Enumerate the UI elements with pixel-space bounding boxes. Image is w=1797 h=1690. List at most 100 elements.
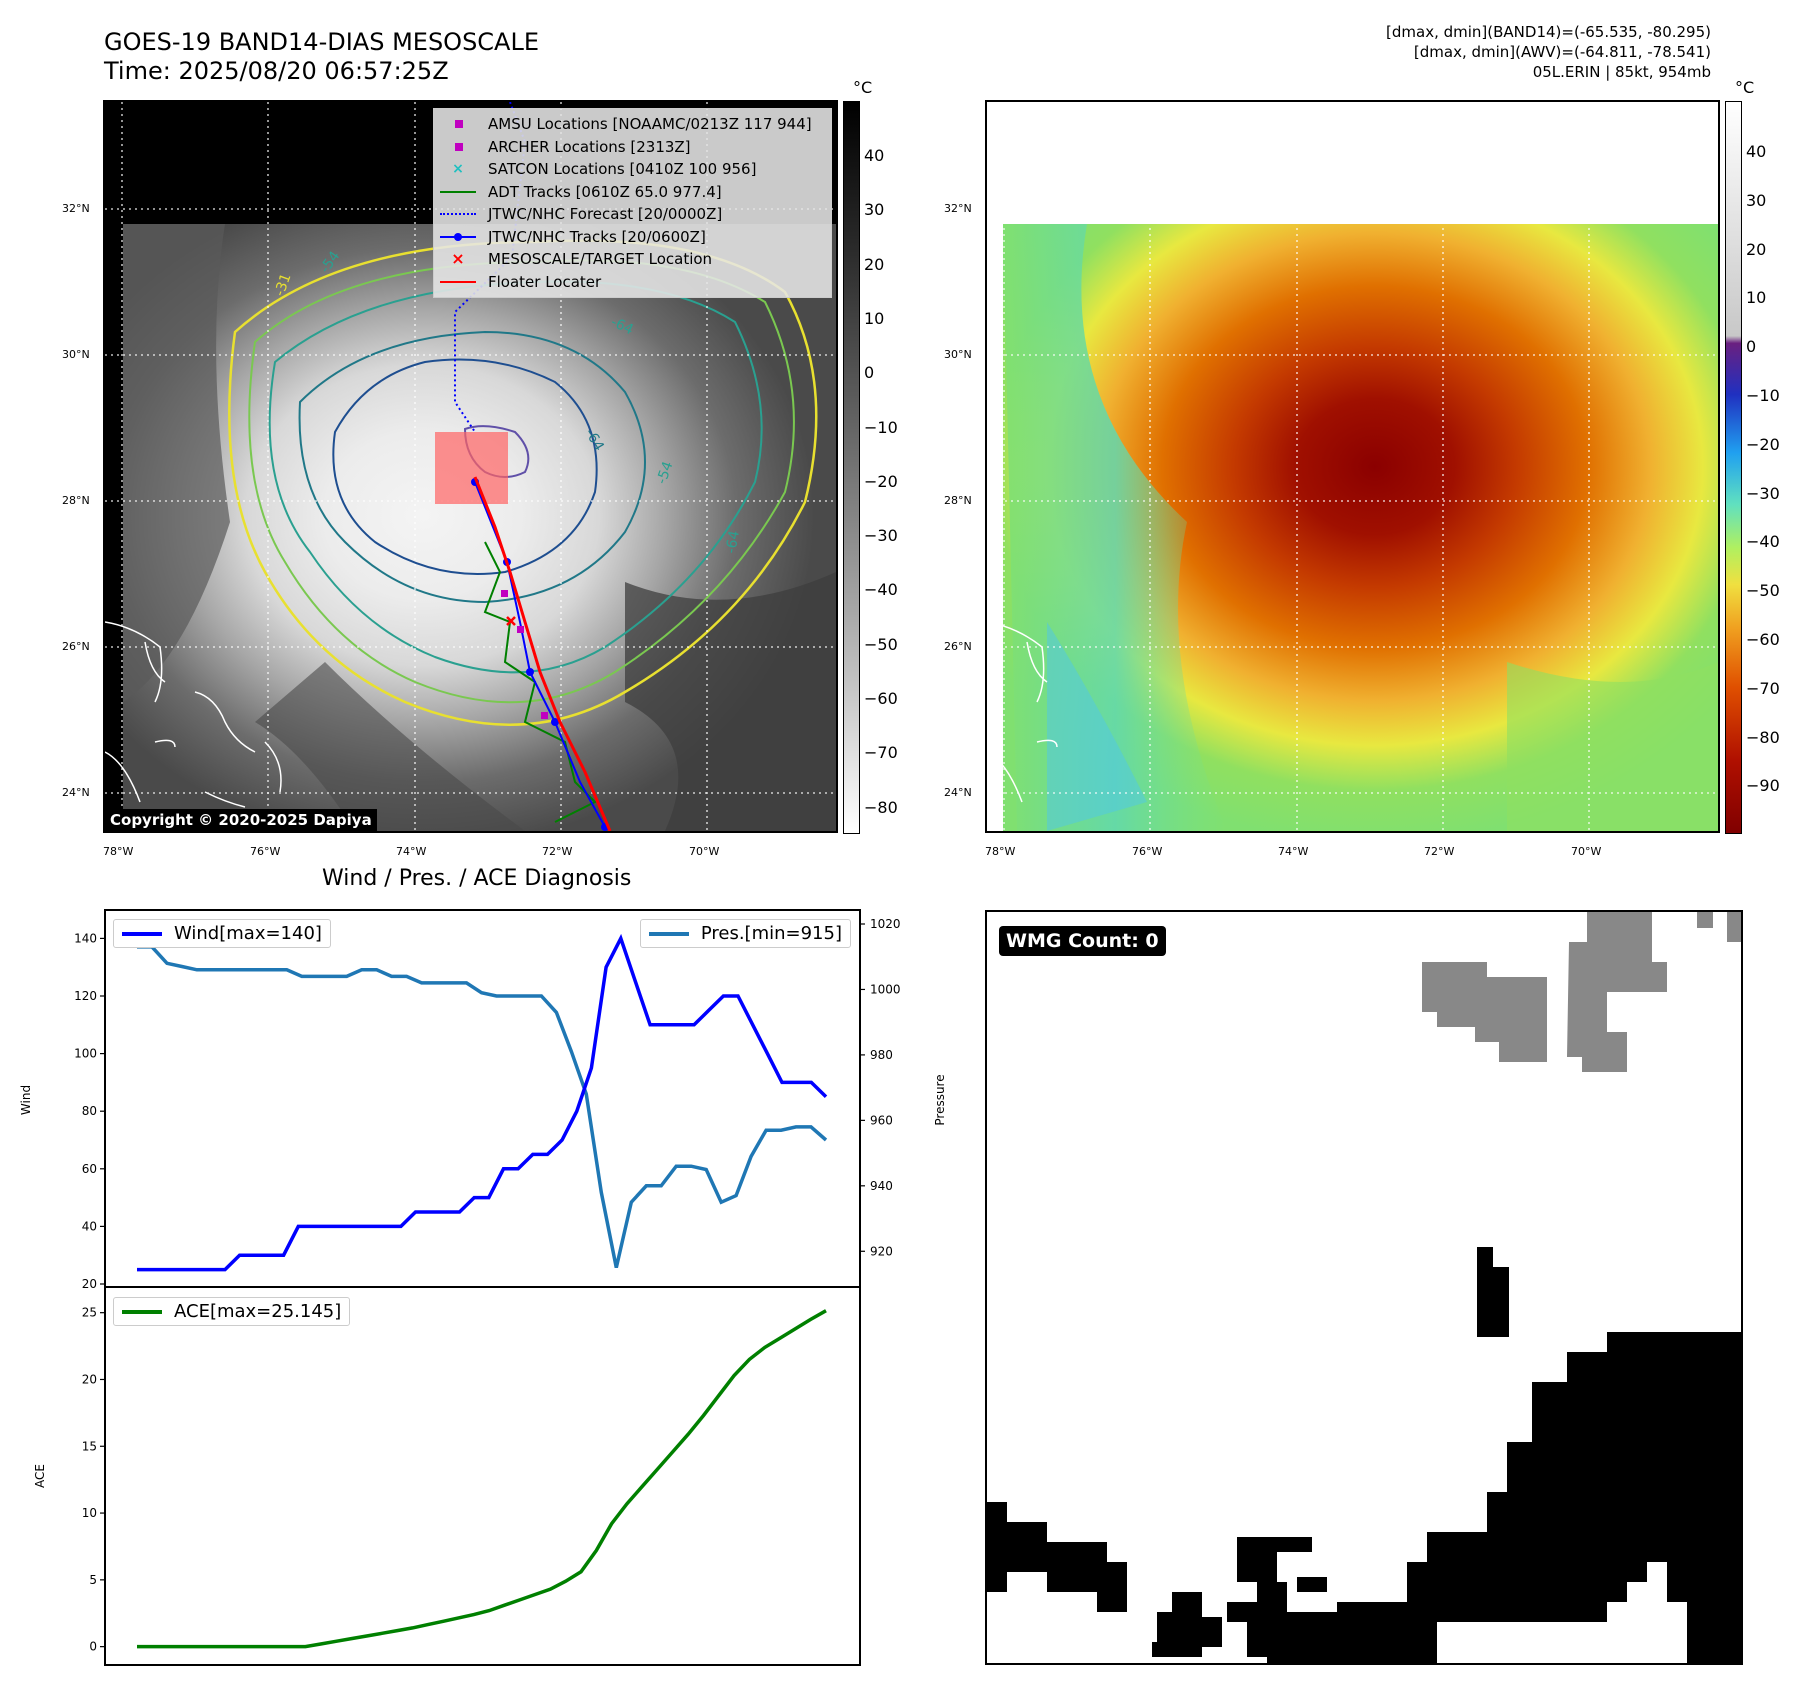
colorbar-tick-label: −50 xyxy=(1746,581,1780,601)
lon-label: 76°W xyxy=(1132,845,1163,858)
colorbar-tick-label: −20 xyxy=(1746,434,1780,454)
lon-label: 72°W xyxy=(1424,845,1455,858)
lat-label: 32°N xyxy=(62,202,90,215)
legend-marker-line xyxy=(440,185,476,199)
legend-item-satcon: × SATCON Locations [0410Z 100 956] xyxy=(440,158,825,181)
lat-label: 30°N xyxy=(62,348,90,361)
wind-tick-label: 100 xyxy=(74,1047,97,1061)
lon-label: 78°W xyxy=(985,845,1016,858)
colorbar-tick-label: −70 xyxy=(1746,678,1780,698)
pressure-tick-label: 1000 xyxy=(870,983,901,997)
floater-box xyxy=(435,432,508,504)
colorbar-tick-label: −10 xyxy=(1746,386,1780,405)
colorbar-tick-label: −40 xyxy=(864,580,898,600)
wind-legend: Wind[max=140] xyxy=(113,919,331,948)
lon-label: 74°W xyxy=(1278,845,1309,858)
colorbar-left xyxy=(843,101,860,834)
legend-marker-line xyxy=(440,275,476,289)
legend-marker-redx: × xyxy=(451,249,465,269)
wind-axis-label: Wind xyxy=(19,1085,33,1115)
legend-item-amsu: AMSU Locations [NOAAMC/0213Z 117 944] xyxy=(440,113,825,136)
lat-label: 26°N xyxy=(62,640,90,653)
colorbar-tick-label: 30 xyxy=(864,200,885,220)
pressure-tick-label: 980 xyxy=(870,1048,893,1062)
wmg-count-badge: WMG Count: 0 xyxy=(999,926,1166,956)
colorbar-tick-label: 0 xyxy=(1746,337,1757,357)
ace-tick-label: 25 xyxy=(82,1306,97,1320)
legend-item-adt: ADT Tracks [0610Z 65.0 977.4] xyxy=(440,181,825,204)
ace-axis-label: ACE xyxy=(33,1464,47,1488)
colorbar-tick-label: 40 xyxy=(1746,142,1767,161)
colorbar-tick-label: 40 xyxy=(864,146,885,165)
colorbar-tick-label: 10 xyxy=(1746,288,1767,308)
colorbar-tick-label: −80 xyxy=(864,797,898,817)
lon-label: 74°W xyxy=(396,845,427,858)
colorbar-tick-label: −70 xyxy=(864,743,898,763)
info-awv: [dmax, dmin](AWV)=(-64.811, -78.541) xyxy=(1413,43,1711,61)
diagnosis-title: Wind / Pres. / ACE Diagnosis xyxy=(322,866,632,891)
chart-title: GOES-19 BAND14-DIAS MESOSCALE xyxy=(104,28,540,56)
colorbar-tick-label: −10 xyxy=(864,417,898,437)
wind-pres-plot-frame xyxy=(104,909,861,1288)
colorbar-tick-label: 20 xyxy=(1746,239,1767,259)
info-storm: 05L.ERIN | 85kt, 954mb xyxy=(1532,63,1711,81)
map-legend: AMSU Locations [NOAAMC/0213Z 117 944] AR… xyxy=(433,108,832,298)
info-band14: [dmax, dmin](BAND14)=(-65.535, -80.295) xyxy=(1386,23,1711,41)
wind-tick-label: 80 xyxy=(82,1104,97,1118)
colorbar-tick-label: −30 xyxy=(864,526,898,546)
wind-tick-label: 140 xyxy=(74,931,97,945)
lon-label: 72°W xyxy=(542,845,573,858)
colorbar-tick-label: −90 xyxy=(1746,776,1780,796)
colorbar-unit: °C xyxy=(1735,78,1755,97)
lat-label: 28°N xyxy=(62,494,90,507)
ace-plot-frame xyxy=(104,1286,861,1666)
contour-label: -31 xyxy=(272,271,295,298)
lat-label: 24°N xyxy=(944,786,972,799)
colorbar-tick-label: 0 xyxy=(864,363,875,383)
ir-satellite-panel: -31 -54 -64 -64 -54 -64 AMSU Locations [… xyxy=(103,100,838,833)
wind-tick-label: 40 xyxy=(82,1219,97,1233)
pressure-tick-label: 960 xyxy=(870,1113,893,1127)
wind-legend-line xyxy=(122,931,162,936)
legend-item-floater: Floater Locater xyxy=(440,271,825,294)
colorbar-tick-label: −60 xyxy=(864,689,898,708)
colorbar-right xyxy=(1725,101,1742,834)
ace-tick-label: 20 xyxy=(82,1373,97,1387)
legend-item-mesoscale: × MESOSCALE/TARGET Location xyxy=(440,248,825,271)
legend-marker-square xyxy=(440,117,476,131)
ace-tick-label: 15 xyxy=(82,1439,97,1453)
awv-satellite-panel xyxy=(985,100,1720,833)
lat-label: 30°N xyxy=(944,348,972,361)
pressure-legend-line xyxy=(648,931,689,936)
ace-tick-label: 5 xyxy=(89,1573,97,1587)
colorbar-tick-label: 10 xyxy=(864,308,885,328)
lon-label: 70°W xyxy=(1571,845,1602,858)
wind-tick-label: 60 xyxy=(82,1162,97,1176)
colorbar-tick-label: −20 xyxy=(864,471,898,491)
lat-label: 24°N xyxy=(62,786,90,799)
awv-satellite-image xyxy=(987,102,1718,831)
pressure-tick-label: 920 xyxy=(870,1244,893,1258)
legend-item-archer: ARCHER Locations [2313Z] xyxy=(440,136,825,159)
legend-item-tracks: JTWC/NHC Tracks [20/0600Z] xyxy=(440,226,825,249)
colorbar-tick-label: 30 xyxy=(1746,190,1767,210)
lon-label: 78°W xyxy=(103,845,134,858)
chart-time: Time: 2025/08/20 06:57:25Z xyxy=(104,57,449,85)
pressure-axis-label: Pressure xyxy=(933,1074,947,1125)
wmg-mask-image xyxy=(987,912,1741,1663)
legend-marker-linedot xyxy=(440,230,476,244)
pressure-line xyxy=(137,945,828,1268)
wind-tick-label: 120 xyxy=(74,989,97,1003)
ace-line xyxy=(137,1309,827,1649)
lat-label: 32°N xyxy=(944,202,972,215)
wmg-panel: WMG Count: 0 xyxy=(985,910,1743,1665)
copyright-label: Copyright © 2020-2025 Dapiya xyxy=(105,809,377,831)
colorbar-tick-label: −30 xyxy=(1746,483,1780,503)
colorbar-tick-label: −40 xyxy=(1746,532,1780,552)
colorbar-tick-label: −80 xyxy=(1746,727,1780,747)
ace-tick-label: 10 xyxy=(82,1506,97,1520)
contour-label: -54 xyxy=(654,459,677,486)
lon-label: 76°W xyxy=(250,845,281,858)
wind-tick-label: 20 xyxy=(82,1277,97,1291)
